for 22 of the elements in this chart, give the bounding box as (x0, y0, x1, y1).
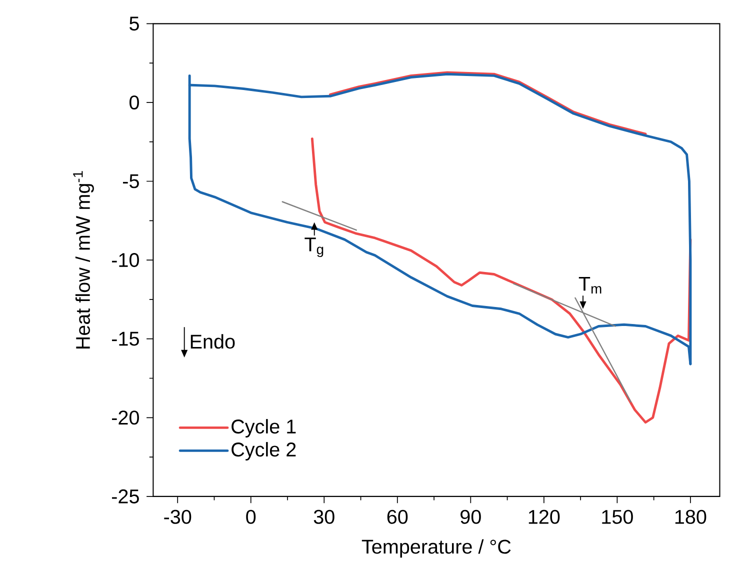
x-tick-label: 0 (246, 510, 256, 524)
x-tick-label: 30 (314, 510, 334, 524)
x-tick-label: 90 (460, 510, 481, 524)
x-axis-title: Temperature / °C (362, 539, 511, 558)
x-tick-label: 120 (528, 510, 560, 524)
y-tick-label: -25 (112, 489, 139, 504)
x-tick-label: 150 (602, 510, 633, 524)
y-tick-label: -5 (123, 174, 139, 188)
y-tick-label: -20 (112, 410, 139, 425)
x-tick-label: -30 (164, 510, 192, 524)
y-tick-label: -10 (112, 253, 139, 268)
annotation: Endo (190, 334, 235, 349)
legend-label: Cycle 2 (232, 442, 296, 461)
annotation: T$_{g}$ (304, 238, 324, 258)
y-tick-label: 5 (130, 16, 139, 31)
x-tick-label: 60 (387, 510, 408, 524)
y-axis-title: Heat flow / mW mg$^{-1}$ (73, 171, 94, 349)
y-tick-label: -15 (112, 332, 139, 346)
y-tick-label: 0 (130, 96, 139, 110)
legend-label: Cycle 1 (232, 419, 296, 438)
annotation: T$_{m}$ (578, 277, 602, 294)
x-tick-label: 180 (675, 510, 706, 524)
